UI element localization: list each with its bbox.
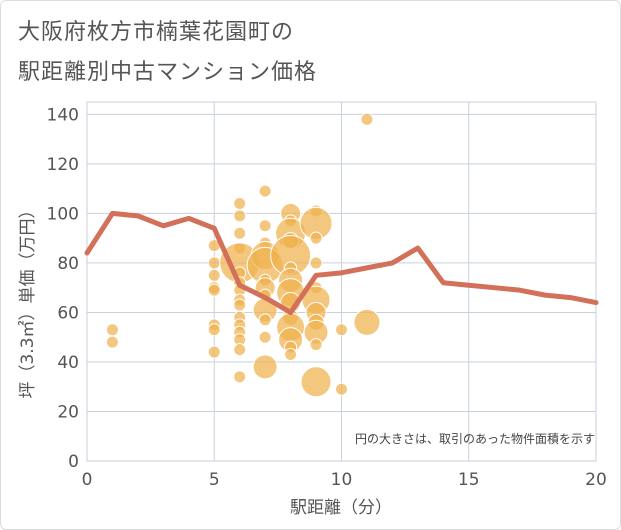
bubble-point	[300, 366, 332, 398]
bubble-point	[233, 343, 247, 357]
bubble-size-note: 円の大きさは、取引のあった物件面積を示す	[355, 431, 595, 446]
average-price-line	[84, 210, 599, 315]
chart-title-line-2: 駅距離別中古マンション価格	[18, 60, 318, 85]
chart-title-line-1: 大阪府枚方市楠葉花園町の	[18, 20, 295, 45]
y-tick-label: 0	[68, 452, 79, 472]
y-axis-label: 坪（3.3㎡）単価（万円）	[18, 201, 38, 398]
plot-border	[86, 101, 597, 462]
y-tick-label: 80	[57, 254, 79, 274]
bubble-point	[258, 184, 272, 198]
bubble-point	[207, 323, 221, 337]
bubble-point	[207, 345, 221, 359]
bubble-point	[258, 330, 272, 344]
bubble-point	[233, 226, 247, 240]
x-tick-label: 10	[331, 470, 353, 490]
bubble-point	[207, 283, 221, 297]
axes-layer: 0 5 10 15 20 0 20 40 60 80 100 120 140	[47, 105, 607, 490]
bubble-point	[309, 231, 323, 245]
x-tick-label: 20	[585, 470, 607, 490]
x-axis-label: 駅距離（分）	[290, 498, 392, 518]
y-tick-label: 40	[57, 353, 79, 373]
bubble-point	[105, 335, 119, 349]
x-tick-label: 0	[82, 470, 93, 490]
bubble-point	[360, 112, 374, 126]
y-tick-label: 20	[57, 402, 79, 422]
bubble-point	[233, 298, 247, 312]
bubble-point	[207, 256, 221, 270]
bubble-layer	[105, 112, 381, 398]
bubble-point	[233, 209, 247, 223]
y-tick-label: 140	[47, 105, 79, 125]
bubble-point	[258, 313, 272, 327]
y-tick-label: 120	[47, 155, 79, 175]
x-tick-label: 5	[209, 470, 220, 490]
x-tick-label: 15	[458, 470, 480, 490]
bubble-point	[353, 308, 381, 336]
bubble-point	[284, 348, 298, 362]
bubble-point	[335, 323, 348, 337]
bubble-point	[252, 354, 278, 380]
bubble-point	[309, 338, 323, 352]
y-tick-label: 60	[57, 303, 79, 323]
grid-lines	[86, 101, 597, 462]
bubble-point	[309, 256, 323, 270]
bubble-point	[233, 197, 247, 211]
bubble-point	[258, 219, 272, 233]
average-line-layer	[84, 210, 599, 315]
bubble-point	[233, 370, 247, 384]
bubble-point	[105, 323, 119, 337]
bubble-point	[335, 382, 348, 396]
bubble-point	[207, 268, 221, 282]
y-tick-label: 100	[47, 204, 79, 224]
